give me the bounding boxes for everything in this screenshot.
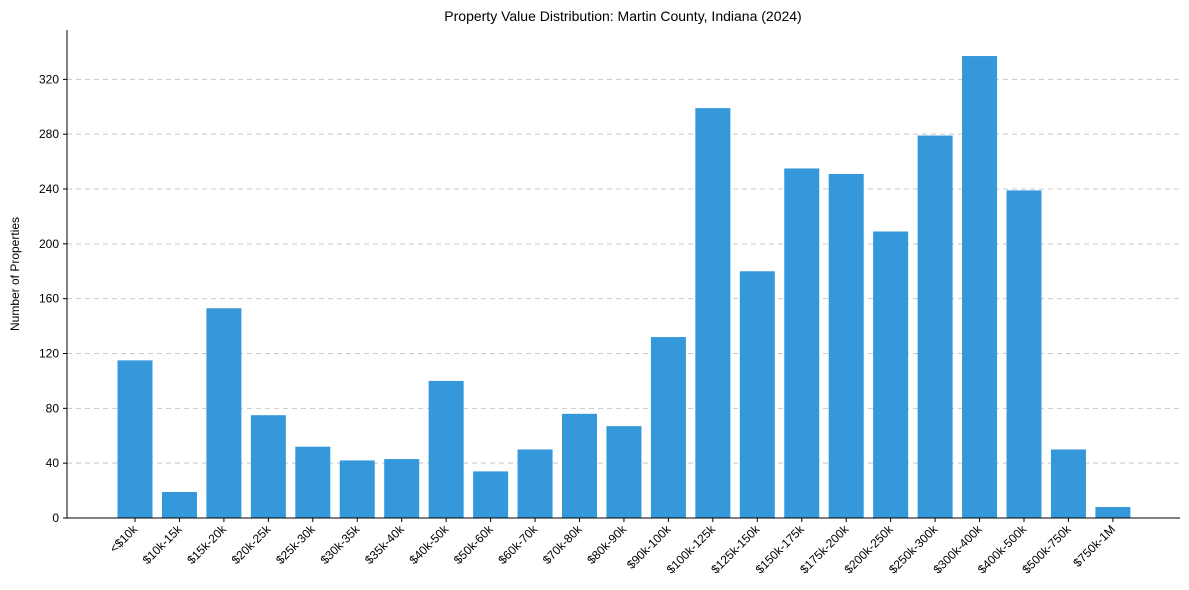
bar [206, 308, 242, 518]
bar [962, 56, 998, 518]
bar [784, 168, 820, 518]
x-tick-label: $500k-750k [1019, 522, 1074, 577]
bar [428, 380, 464, 518]
x-axis-ticks: <$10k $10k-15k $15k-20k $20k-25k $25k-30k $30… [107, 518, 1118, 576]
bars [117, 56, 1131, 519]
y-tick-label: 160 [39, 292, 59, 306]
x-tick-label: $80k-90k [584, 522, 630, 568]
bar [295, 446, 331, 518]
y-tick-label: 120 [39, 347, 59, 361]
x-tick-label: $35k-40k [362, 522, 408, 568]
chart-title: Property Value Distribution: Martin Coun… [444, 8, 801, 24]
bar [117, 360, 153, 518]
bar [739, 271, 775, 518]
y-axis-ticks: 0 40 80 120 160 200 240 280 320 [39, 72, 67, 525]
y-axis-label: Number of Properties [8, 217, 22, 331]
x-tick-label: $750k-1M [1070, 522, 1118, 570]
bar [517, 449, 553, 518]
y-tick-label: 280 [39, 127, 59, 141]
x-tick-label: $15k-20k [184, 522, 230, 568]
y-tick-label: 320 [39, 72, 59, 86]
y-tick-label: 40 [46, 456, 60, 470]
bar [1050, 449, 1086, 518]
bar [828, 173, 864, 518]
bar [250, 415, 286, 518]
bar [873, 231, 909, 518]
bar [161, 491, 197, 518]
x-tick-label: $60k-70k [495, 522, 541, 568]
y-tick-label: 0 [52, 511, 59, 525]
x-tick-label: $10k-15k [140, 522, 186, 568]
bar [650, 337, 686, 518]
bar [1095, 507, 1131, 518]
x-tick-label: $40k-50k [406, 522, 452, 568]
bar [695, 108, 731, 519]
bar [917, 135, 953, 518]
x-tick-label: $30k-35k [318, 522, 364, 568]
bar [473, 471, 509, 518]
x-tick-label: $20k-25k [229, 522, 275, 568]
y-tick-label: 240 [39, 182, 59, 196]
bar [562, 413, 597, 518]
y-tick-label: 200 [39, 237, 59, 251]
x-tick-label: $50k-60k [451, 522, 497, 568]
bar [384, 459, 420, 518]
x-tick-label: $70k-80k [540, 522, 586, 568]
y-tick-label: 80 [46, 401, 60, 415]
bar [1006, 190, 1042, 518]
x-tick-label: $25k-30k [273, 522, 319, 568]
bar [606, 426, 642, 518]
bar [339, 460, 375, 518]
x-tick-label: <$10k [107, 522, 141, 556]
